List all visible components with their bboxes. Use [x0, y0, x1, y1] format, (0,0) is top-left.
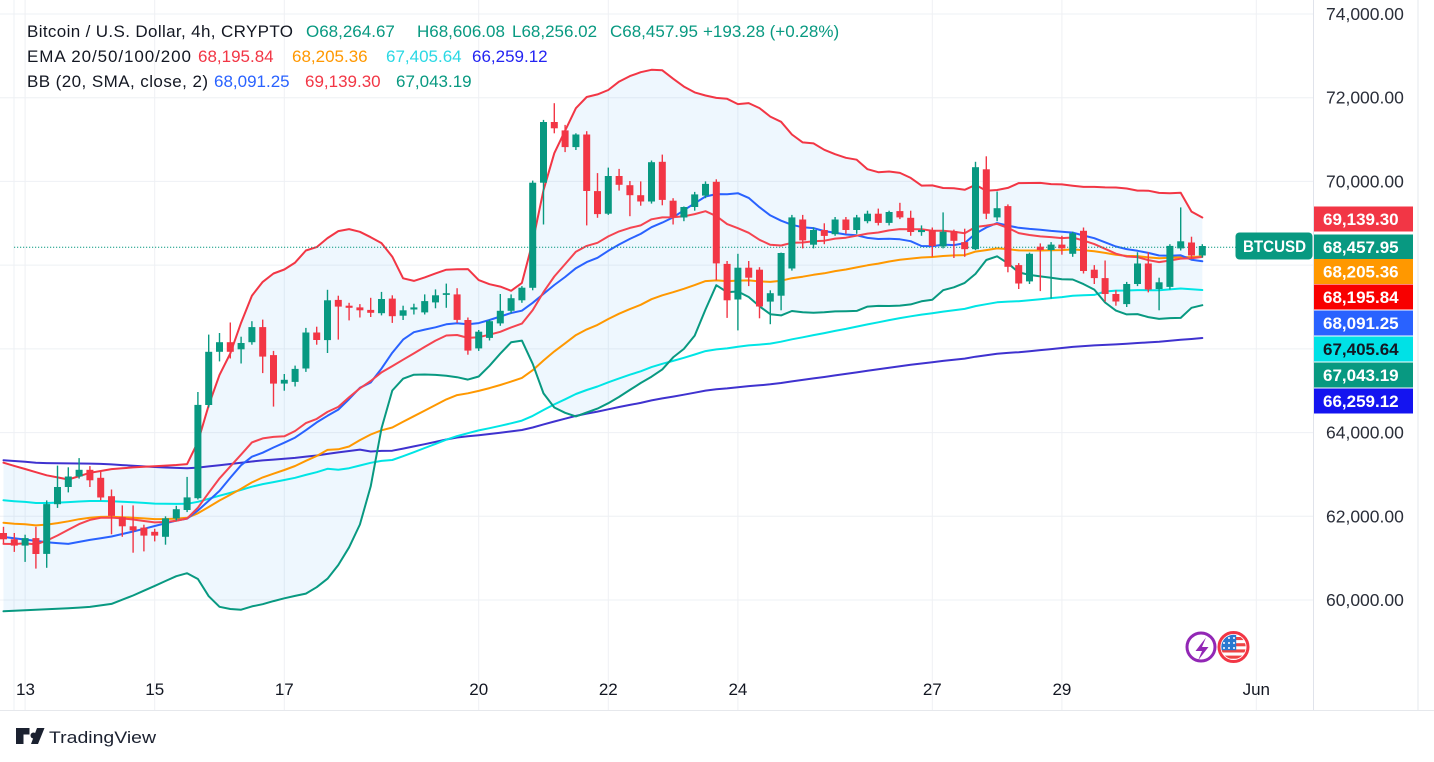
svg-text:69,139.30: 69,139.30 [1323, 210, 1399, 229]
svg-text:68,091.25: 68,091.25 [1323, 314, 1399, 333]
svg-text:68,457.95: 68,457.95 [1323, 238, 1399, 257]
svg-text:Bitcoin / U.S. Dollar, 4h, CRY: Bitcoin / U.S. Dollar, 4h, CRYPTO O68,264… [27, 22, 839, 41]
svg-text:64,000.00: 64,000.00 [1326, 423, 1404, 443]
svg-text:20: 20 [469, 680, 488, 699]
svg-text:22: 22 [599, 680, 618, 699]
svg-text:13: 13 [16, 680, 35, 699]
svg-text:15: 15 [145, 680, 164, 699]
svg-text:70,000.00: 70,000.00 [1326, 171, 1404, 191]
svg-text:67,405.64: 67,405.64 [1323, 340, 1399, 359]
svg-text:Jun: Jun [1243, 680, 1270, 699]
svg-text:67,043.19: 67,043.19 [1323, 366, 1399, 385]
svg-text:29: 29 [1052, 680, 1071, 699]
svg-text:68,195.84: 68,195.84 [1323, 288, 1399, 307]
svg-text:BTCUSD: BTCUSD [1243, 237, 1306, 256]
svg-text:27: 27 [923, 680, 942, 699]
svg-text:62,000.00: 62,000.00 [1326, 506, 1404, 526]
svg-text:68,205.36: 68,205.36 [1323, 263, 1399, 282]
svg-text:74,000.00: 74,000.00 [1326, 4, 1404, 24]
svg-text:72,000.00: 72,000.00 [1326, 88, 1404, 108]
svg-text:BB (20, SMA, close, 2)68,091.2: BB (20, SMA, close, 2) 68,091.25 69,139.30… [27, 72, 472, 91]
svg-text:24: 24 [728, 680, 747, 699]
svg-text:66,259.12: 66,259.12 [1323, 392, 1399, 411]
svg-text:17: 17 [275, 680, 294, 699]
svg-text:60,000.00: 60,000.00 [1326, 590, 1404, 610]
svg-text:TradingView: TradingView [49, 728, 157, 747]
